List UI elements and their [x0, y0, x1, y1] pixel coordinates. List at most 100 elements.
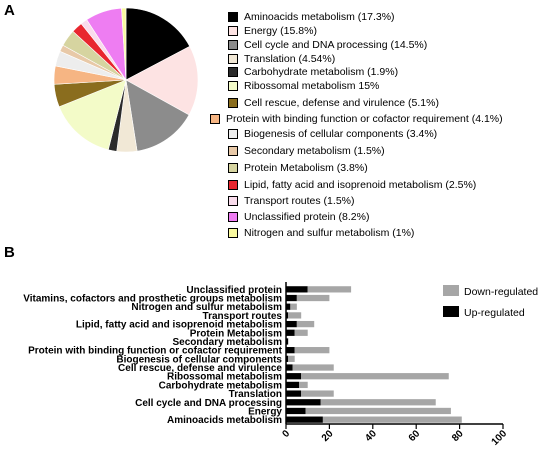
bar-down-13: [320, 399, 436, 406]
bar-up-11: [286, 381, 300, 389]
bar-down-8: [288, 355, 295, 362]
bar-down-15: [322, 416, 462, 423]
category-label: Ribossomal metabolism: [167, 372, 282, 383]
pie-slice-0: [125, 7, 191, 81]
category-label: Protein with binding function or cofacto…: [28, 346, 283, 357]
x-tick-label: 0: [280, 428, 292, 440]
category-label: Vitamins, cofactors and prosthetic group…: [23, 294, 282, 305]
pie-legend-item: Nitrogen and sulfur metabolism (1%): [228, 226, 414, 239]
bar-down-1: [296, 294, 330, 302]
category-label: Transport routes: [203, 311, 283, 322]
legend-label: Translation (4.54%): [244, 52, 336, 65]
bar-down-10: [301, 373, 449, 380]
category-label: Unclassified protein: [186, 285, 282, 296]
pie-legend-item: Protein Metabolism (3.8%): [228, 161, 368, 174]
category-label: Cell cycle and DNA processing: [135, 398, 282, 409]
pie-legend-item: Cell rescue, defense and virulence (5.1%…: [228, 96, 439, 109]
pie-legend-item: Ribossomal metabolism 15%: [228, 79, 379, 92]
x-tick-label: 80: [450, 428, 466, 444]
category-label: Carbohydrate metabolism: [159, 380, 282, 391]
legend-label: Cell rescue, defense and virulence (5.1%…: [244, 96, 439, 109]
legend-swatch: [228, 39, 238, 50]
bar-down-7: [294, 347, 330, 354]
bar-down-12: [301, 390, 334, 397]
legend-label: Unclassified protein (8.2%): [244, 210, 370, 223]
pie-legend-item: Biogenesis of cellular components (3.4%): [228, 127, 437, 140]
legend-swatch: [228, 227, 238, 238]
pie-legend-item: Carbohydrate metabolism (1.9%): [228, 65, 398, 78]
bar-up-14: [286, 407, 306, 415]
panel-label-a: A: [4, 2, 15, 19]
legend-label: Protein Metabolism (3.8%): [244, 161, 368, 174]
pie-legend-item: Protein with binding function or cofacto…: [210, 112, 503, 125]
legend-label: Carbohydrate metabolism (1.9%): [244, 65, 399, 78]
pie-legend-item: Energy (15.8%): [228, 24, 317, 37]
pie-legend-item: Lipid, fatty acid and isoprenoid metabol…: [228, 178, 476, 191]
bar-legend-label: Down-regulated: [464, 286, 538, 298]
pie-legend-item: Cell cycle and DNA processing (14.5%): [228, 38, 427, 51]
category-label: Secondary metabolism: [173, 337, 283, 348]
bar-up-5: [286, 329, 295, 336]
legend-label: Energy (15.8%): [244, 24, 317, 37]
bar-down-9: [292, 364, 334, 371]
pie-legend-item: Aminoacids metabolism (17.3%): [228, 10, 395, 23]
pie-legend-item: Translation (4.54%): [228, 52, 335, 65]
category-label: Lipid, fatty acid and isoprenoid metabol…: [76, 320, 282, 331]
x-tick-label: 100: [490, 428, 510, 448]
category-label: Protein Metabolism: [190, 328, 282, 339]
bar-up-13: [286, 399, 321, 406]
bar-up-6: [286, 338, 289, 345]
pie-slice-5: [58, 79, 127, 151]
bar-down-2: [290, 303, 297, 310]
pie-chart: [53, 7, 199, 153]
legend-swatch: [228, 53, 238, 64]
pie-slice-14: [121, 7, 127, 81]
legend-label: Lipid, fatty acid and isoprenoid metabol…: [244, 178, 477, 191]
legend-swatch: [228, 195, 238, 206]
category-label: Aminoacids metabolism: [167, 415, 282, 426]
bar-up-8: [286, 355, 289, 362]
category-label: Translation: [229, 389, 282, 400]
bar-legend-swatch: [443, 306, 459, 317]
pie-legend-item: Secondary metabolism (1.5%): [228, 144, 385, 157]
legend-swatch: [228, 179, 238, 190]
bar-up-9: [286, 364, 293, 371]
legend-label: Nitrogen and sulfur metabolism (1%): [244, 226, 415, 239]
legend-swatch: [228, 211, 238, 222]
bar-up-1: [286, 294, 297, 302]
legend-swatch: [228, 162, 238, 173]
x-tick-label: 20: [320, 428, 336, 444]
bar-legend-swatch: [443, 285, 459, 296]
legend-label: Cell cycle and DNA processing (14.5%): [244, 38, 428, 51]
category-label: Nitrogen and sulfur metabolism: [131, 302, 282, 313]
bar-up-10: [286, 373, 302, 380]
bar-down-3: [288, 312, 302, 319]
legend-swatch: [210, 113, 220, 124]
bar-up-12: [286, 390, 302, 397]
legend-swatch: [228, 128, 238, 139]
legend-label: Aminoacids metabolism (17.3%): [244, 10, 395, 23]
legend-label: Protein with binding function or cofacto…: [226, 112, 503, 125]
panel-label-b: B: [4, 244, 15, 261]
legend-label: Biogenesis of cellular components (3.4%): [244, 127, 438, 140]
pie-legend-item: Transport routes (1.5%): [228, 194, 355, 207]
bar-up-15: [286, 416, 323, 423]
x-tick-label: 60: [407, 428, 423, 444]
category-label: Energy: [248, 406, 282, 417]
legend-swatch: [228, 80, 238, 91]
bar-up-7: [286, 347, 295, 354]
legend-swatch: [228, 66, 238, 77]
bar-down-14: [305, 407, 451, 415]
legend-swatch: [228, 25, 238, 36]
bar-down-11: [299, 381, 308, 389]
category-label: Biogenesis of cellular components: [116, 354, 282, 365]
bar-down-4: [296, 320, 315, 328]
bar-down-0: [307, 286, 352, 293]
x-tick-label: 40: [363, 428, 379, 444]
pie-legend: Aminoacids metabolism (17.3%) Energy (15.…: [210, 10, 503, 239]
bar-down-5: [294, 329, 308, 336]
pie-slice-1: [125, 46, 199, 116]
bar-legend-label: Up-regulated: [464, 307, 525, 319]
legend-label: Secondary metabolism (1.5%): [244, 144, 385, 157]
pie-slice-2: [125, 79, 190, 152]
